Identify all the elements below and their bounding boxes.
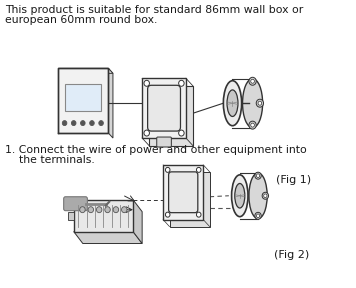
Polygon shape: [169, 172, 210, 227]
FancyBboxPatch shape: [163, 165, 203, 220]
Circle shape: [251, 123, 255, 127]
Circle shape: [179, 80, 184, 86]
Circle shape: [166, 167, 170, 172]
Circle shape: [256, 174, 260, 177]
Ellipse shape: [255, 172, 261, 179]
Polygon shape: [108, 68, 113, 138]
Polygon shape: [58, 68, 113, 73]
Circle shape: [144, 130, 150, 136]
FancyBboxPatch shape: [66, 84, 101, 111]
Circle shape: [96, 207, 102, 213]
Circle shape: [166, 212, 170, 217]
Text: the terminals.: the terminals.: [5, 155, 95, 165]
Text: This product is suitable for standard 86mm wall box or: This product is suitable for standard 86…: [5, 5, 304, 15]
Ellipse shape: [223, 81, 242, 126]
Ellipse shape: [249, 173, 267, 219]
Text: (Fig 2): (Fig 2): [274, 251, 310, 260]
Circle shape: [197, 167, 201, 172]
Circle shape: [264, 194, 267, 198]
Polygon shape: [150, 86, 193, 146]
FancyBboxPatch shape: [148, 85, 180, 131]
Circle shape: [90, 121, 94, 126]
FancyBboxPatch shape: [58, 68, 108, 133]
FancyBboxPatch shape: [169, 172, 198, 213]
Text: 1. Connect the wire of power and other equipment into: 1. Connect the wire of power and other e…: [5, 145, 307, 155]
Ellipse shape: [249, 77, 256, 85]
Ellipse shape: [235, 183, 245, 208]
Circle shape: [121, 207, 127, 213]
Polygon shape: [133, 200, 142, 244]
Circle shape: [113, 207, 119, 213]
Circle shape: [251, 79, 255, 83]
Circle shape: [80, 121, 85, 126]
Polygon shape: [74, 232, 142, 244]
Circle shape: [258, 101, 262, 105]
Ellipse shape: [256, 99, 263, 107]
Circle shape: [99, 121, 103, 126]
Ellipse shape: [255, 212, 261, 219]
FancyBboxPatch shape: [74, 200, 133, 232]
FancyBboxPatch shape: [68, 212, 74, 220]
Text: (Fig 1): (Fig 1): [276, 175, 312, 185]
Text: european 60mm round box.: european 60mm round box.: [5, 15, 158, 25]
Circle shape: [80, 207, 85, 213]
FancyBboxPatch shape: [142, 78, 186, 138]
Ellipse shape: [227, 90, 238, 116]
Ellipse shape: [249, 121, 256, 129]
Circle shape: [144, 80, 150, 86]
Circle shape: [88, 207, 94, 213]
Circle shape: [197, 212, 201, 217]
Ellipse shape: [232, 175, 248, 217]
Circle shape: [256, 214, 260, 218]
Ellipse shape: [242, 79, 263, 128]
FancyBboxPatch shape: [157, 137, 171, 147]
Circle shape: [62, 121, 67, 126]
FancyBboxPatch shape: [64, 197, 87, 211]
Circle shape: [72, 121, 76, 126]
Circle shape: [105, 207, 110, 213]
Circle shape: [179, 130, 184, 136]
Ellipse shape: [262, 192, 268, 199]
